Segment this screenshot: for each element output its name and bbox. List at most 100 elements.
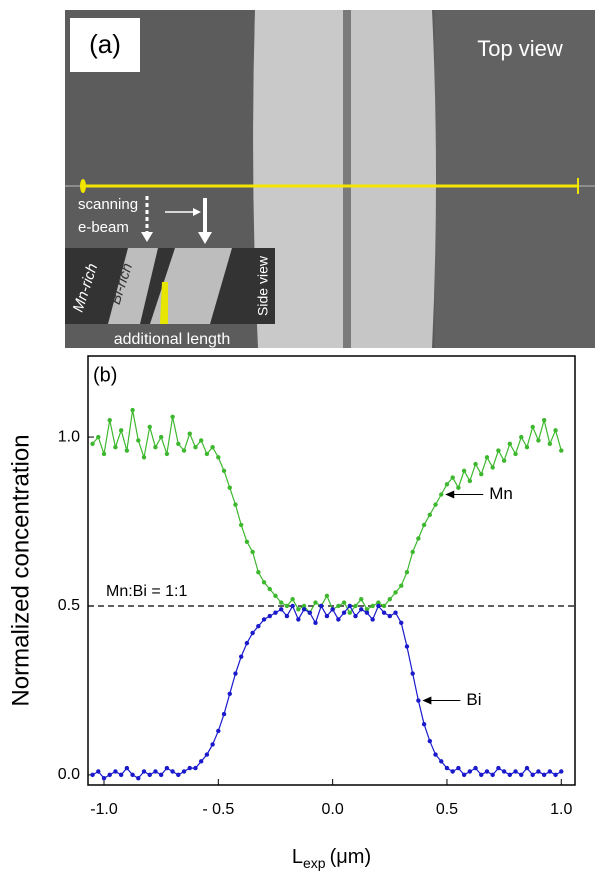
data-point	[484, 769, 490, 774]
arrow-head	[141, 232, 153, 242]
data-point	[524, 765, 530, 771]
data-point	[290, 597, 295, 602]
panel-label: (b)	[93, 364, 117, 386]
data-point	[233, 502, 238, 507]
data-point	[456, 765, 461, 771]
data-point	[250, 549, 255, 555]
data-point	[364, 607, 370, 612]
annotation: e-beam	[78, 219, 129, 236]
data-point	[158, 772, 164, 778]
data-point	[353, 613, 358, 619]
data-point	[233, 671, 238, 676]
data-point	[176, 441, 181, 447]
data-point	[284, 603, 290, 609]
data-point	[541, 772, 547, 778]
data-point	[399, 583, 404, 588]
data-point	[381, 603, 387, 609]
series-label: Mn	[489, 484, 513, 503]
data-point	[256, 624, 261, 629]
data-point	[147, 772, 152, 778]
data-point	[479, 472, 484, 477]
data-point	[181, 769, 187, 774]
data-point	[136, 776, 141, 781]
data-point	[456, 485, 461, 490]
data-point	[124, 448, 130, 453]
data-point	[130, 407, 135, 413]
data-point	[433, 502, 438, 507]
data-point	[416, 536, 421, 541]
data-point	[359, 597, 364, 602]
data-point	[479, 772, 484, 778]
data-point	[421, 721, 427, 727]
data-point	[530, 424, 535, 430]
data-point	[484, 455, 490, 460]
y-tick-label: 1.0	[58, 428, 80, 445]
data-point	[553, 772, 558, 778]
data-point	[290, 603, 295, 609]
data-point	[421, 522, 427, 528]
data-point	[101, 451, 107, 457]
data-point	[376, 600, 381, 605]
data-point	[244, 539, 250, 544]
scan-start	[80, 179, 86, 193]
data-point	[473, 461, 478, 467]
data-point	[278, 600, 284, 605]
data-point	[141, 769, 147, 774]
arrow-head	[193, 208, 201, 216]
data-point	[227, 485, 232, 490]
data-point	[404, 569, 410, 575]
data-point	[113, 769, 118, 774]
data-point	[227, 691, 232, 696]
data-point	[387, 597, 393, 602]
data-point	[118, 428, 124, 433]
data-point	[513, 451, 518, 457]
data-point	[267, 613, 272, 619]
y-axis-label: Normalized concentration	[7, 434, 34, 706]
data-point	[439, 492, 444, 497]
x-label-sub: exp	[303, 855, 326, 871]
x-tick-label: 0.0	[322, 801, 344, 818]
data-point	[96, 769, 101, 774]
x-axis-label: Lexp (μm)	[292, 846, 371, 870]
annotation: Side view	[255, 255, 271, 316]
data-point	[210, 742, 215, 747]
data-point	[547, 769, 553, 774]
data-point	[324, 613, 330, 619]
data-point	[490, 772, 495, 778]
data-point	[158, 434, 164, 440]
data-point	[273, 610, 278, 615]
interaction-volume	[160, 282, 168, 324]
data-point	[347, 610, 352, 615]
annotation: scanning	[78, 196, 138, 213]
data-point	[221, 468, 227, 474]
data-point	[261, 617, 267, 622]
data-point	[404, 644, 410, 649]
data-point	[524, 445, 530, 450]
data-point	[313, 600, 318, 605]
label-arrow-head	[422, 696, 432, 705]
data-point	[301, 607, 307, 612]
data-point	[507, 772, 513, 778]
bi-rich-layer	[108, 248, 158, 324]
data-point	[296, 607, 301, 612]
label-arrow-head	[445, 490, 455, 499]
series-label: Bi	[466, 690, 481, 709]
data-point	[496, 448, 501, 453]
data-point	[176, 772, 181, 778]
data-point	[359, 607, 364, 612]
data-point	[210, 445, 215, 450]
sem-gap	[343, 10, 351, 348]
data-point	[198, 438, 204, 443]
data-point	[267, 586, 272, 592]
data-point	[376, 603, 381, 609]
data-point	[238, 522, 244, 528]
data-point	[324, 593, 330, 599]
data-point	[559, 769, 564, 774]
x-tick-label: -1.0	[90, 801, 118, 818]
data-point	[416, 698, 421, 703]
panel-a: (a) Top view scanning e-beam Mn-rich Bi-…	[65, 10, 595, 348]
data-point	[273, 593, 278, 599]
data-point	[216, 728, 221, 734]
data-point	[519, 772, 524, 778]
